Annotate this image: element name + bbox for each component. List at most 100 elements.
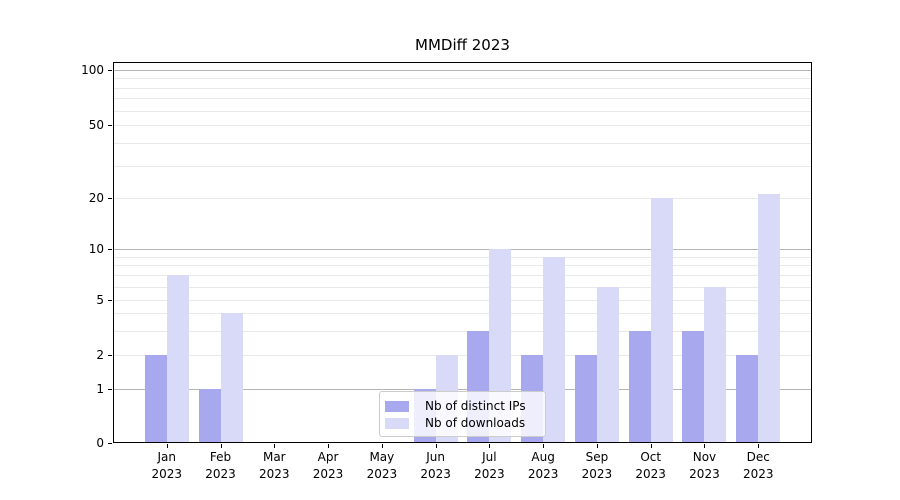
bar-downloads-sep [596, 286, 619, 443]
x-tick-label-line: Feb [209, 450, 232, 464]
plot-area [113, 62, 812, 443]
x-tick-label-line: Jan [157, 450, 177, 464]
x-tick-mark [704, 444, 706, 448]
minor-gridline [113, 275, 812, 277]
y-tick-mark [108, 249, 112, 251]
y-tick-mark [108, 198, 112, 200]
x-tick-label-line: 2023 [474, 467, 505, 481]
minor-gridline [113, 286, 812, 288]
major-gridline [113, 249, 812, 251]
y-tick-label: 100 [81, 63, 104, 77]
y-tick-label: 5 [96, 293, 104, 307]
minor-gridline [113, 125, 812, 127]
y-tick-label: 50 [88, 118, 104, 133]
x-tick-label: Apr 2023 [296, 449, 360, 483]
y-tick-label: 2 [96, 347, 104, 362]
x-tick-mark [166, 444, 168, 448]
bar-downloads-dec [758, 194, 781, 443]
x-tick-label-line: Oct [640, 450, 662, 464]
x-tick-label-line: 2023 [205, 467, 236, 481]
y-tick-mark [108, 389, 112, 390]
x-tick-mark [381, 444, 383, 448]
x-tick-label: Jun 2023 [404, 449, 468, 483]
y-tick-label: 10 [88, 242, 104, 257]
x-tick-label-line: Jun [426, 450, 445, 464]
minor-gridline [113, 165, 812, 167]
x-tick-label-line: 2023 [312, 467, 344, 481]
x-tick-label-line: May [369, 450, 395, 464]
legend-label-distinct-ips: Nb of distinct IPs [425, 399, 526, 413]
legend-item-downloads: Nb of downloads [385, 415, 537, 431]
x-tick-mark [596, 444, 598, 448]
x-tick-label: Jan 2023 [135, 449, 199, 483]
bar-distinct-ips-feb [198, 389, 221, 443]
x-tick-label: Aug 2023 [511, 449, 575, 483]
y-tick-mark [108, 443, 112, 444]
minor-gridline [113, 198, 812, 200]
y-tick-mark [108, 125, 112, 127]
x-tick-label-line: 2023 [151, 467, 183, 481]
x-tick-label-line: 2023 [689, 467, 720, 481]
x-tick-label-line: Apr [317, 450, 339, 464]
bar-distinct-ips-sep [574, 354, 597, 443]
x-tick-mark [435, 444, 437, 448]
x-tick-label-line: 2023 [259, 467, 290, 481]
x-tick-label-line: Dec [746, 450, 770, 464]
bar-distinct-ips-dec [736, 354, 759, 443]
x-tick-mark [328, 444, 330, 448]
bar-distinct-ips-oct [628, 330, 651, 443]
x-tick-label: Sep 2023 [565, 449, 629, 483]
bar-distinct-ips-jan [144, 354, 167, 443]
legend-swatch-distinct-ips [385, 400, 409, 412]
minor-gridline [113, 78, 812, 80]
x-tick-label: Feb 2023 [189, 449, 253, 483]
x-tick-mark [650, 444, 652, 448]
x-tick-label-line: Sep [585, 450, 609, 464]
x-tick-label-line: 2023 [635, 467, 666, 481]
x-tick-label-line: Aug [531, 450, 555, 464]
minor-gridline [113, 354, 812, 356]
legend-item-distinct-ips: Nb of distinct IPs [385, 398, 537, 414]
y-tick-label: 1 [96, 382, 104, 396]
legend-label-downloads: Nb of downloads [425, 416, 526, 430]
bar-downloads-aug [543, 256, 566, 443]
x-tick-mark [543, 444, 545, 448]
legend-swatch-downloads [385, 417, 409, 429]
x-tick-label: Dec 2023 [726, 449, 790, 483]
y-tick-mark [108, 354, 112, 356]
x-tick-label: Jul 2023 [457, 449, 521, 483]
bar-downloads-nov [704, 286, 727, 443]
minor-gridline [113, 98, 812, 100]
bar-downloads-feb [220, 313, 243, 443]
major-gridline [113, 389, 812, 390]
minor-gridline [113, 256, 812, 258]
y-tick-mark [108, 300, 112, 301]
x-tick-mark [758, 444, 760, 448]
bar-downloads-oct [650, 198, 673, 443]
x-tick-mark [274, 444, 276, 448]
x-tick-mark [220, 444, 222, 448]
minor-gridline [113, 300, 812, 301]
x-tick-label: Oct 2023 [619, 449, 683, 483]
minor-gridline [113, 110, 812, 112]
x-tick-label-line: 2023 [420, 467, 451, 481]
x-tick-label-line: 2023 [366, 467, 398, 481]
minor-gridline [113, 313, 812, 315]
x-tick-mark [489, 444, 491, 448]
x-tick-label: Nov 2023 [672, 449, 736, 483]
x-tick-label: May 2023 [350, 449, 414, 483]
y-tick-label: 0 [96, 436, 104, 450]
legend: Nb of distinct IPs Nb of downloads [379, 391, 546, 437]
minor-gridline [113, 330, 812, 332]
x-tick-label-line: Nov [692, 450, 717, 464]
x-tick-label-line: 2023 [581, 467, 613, 481]
major-gridline [113, 70, 812, 71]
bar-distinct-ips-nov [682, 330, 705, 443]
y-tick-label: 20 [88, 191, 104, 206]
minor-gridline [113, 87, 812, 89]
x-tick-label: Mar 2023 [242, 449, 306, 483]
x-tick-label-line: Mar [262, 450, 286, 464]
y-tick-mark [108, 70, 112, 71]
minor-gridline [113, 142, 812, 144]
